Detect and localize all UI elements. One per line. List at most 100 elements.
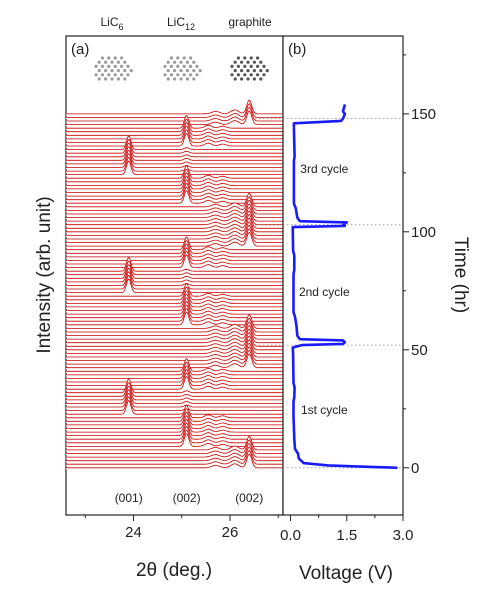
- reflection-labels: (001) (002) (002): [115, 491, 264, 505]
- atom-dot: [126, 64, 130, 68]
- phase-subscript: 12: [185, 22, 195, 32]
- xrd-pattern: [66, 404, 283, 419]
- xrd-pattern: [66, 349, 283, 365]
- panel-b-y-axis-title: Time (hr): [450, 237, 471, 313]
- atom-dot: [240, 77, 244, 81]
- xrd-pattern: [66, 110, 283, 125]
- atom-dot: [182, 73, 186, 77]
- xrd-pattern: [66, 231, 283, 247]
- atom-dot: [116, 69, 120, 73]
- atom-dot: [185, 69, 189, 73]
- xrd-pattern: [66, 407, 283, 422]
- atom-dot: [173, 60, 177, 64]
- xrd-pattern: [66, 321, 283, 336]
- xrd-pattern: [66, 121, 283, 136]
- xrd-pattern: [66, 339, 283, 354]
- xrd-pattern: [66, 346, 283, 361]
- atom-dot: [249, 56, 253, 60]
- reflection-label: (002): [173, 491, 201, 505]
- xrd-pattern: [66, 297, 283, 311]
- xrd-pattern: [66, 114, 283, 129]
- atom-dot: [259, 77, 263, 81]
- x-tick-label: 3.0: [393, 527, 414, 544]
- xrd-pattern: [66, 156, 283, 172]
- cycle-label: 2nd cycle: [299, 285, 350, 299]
- xrd-pattern: [66, 256, 283, 272]
- atom-dot: [169, 64, 173, 68]
- atom-dot: [192, 60, 196, 64]
- atom-dot: [265, 69, 269, 73]
- xrd-pattern: [66, 142, 283, 158]
- atom-dot: [176, 56, 180, 60]
- atom-dot: [123, 60, 127, 64]
- crystal-structures: [94, 56, 269, 81]
- xrd-pattern: [66, 399, 283, 415]
- xrd-pattern: [66, 264, 283, 279]
- xrd-pattern: [66, 199, 283, 215]
- panel-b-label: (b): [288, 41, 306, 58]
- xrd-pattern: [66, 192, 283, 208]
- xrd-pattern: [66, 357, 283, 372]
- xrd-pattern: [66, 365, 283, 379]
- atom-dot: [262, 73, 266, 77]
- atom-dot: [169, 56, 173, 60]
- atom-dot: [113, 56, 117, 60]
- cycle-label: 1st cycle: [301, 403, 348, 417]
- xrd-pattern: [66, 385, 283, 401]
- xrd-pattern: [66, 260, 283, 276]
- xrd-pattern: [66, 381, 283, 397]
- atom-dot: [195, 73, 199, 77]
- xrd-pattern: [66, 449, 283, 465]
- panel-a-y-axis-title: Intensity (arb. unit): [34, 196, 55, 353]
- atom-dot: [100, 73, 104, 77]
- atom-dot: [94, 73, 98, 77]
- xrd-pattern: [66, 271, 283, 286]
- xrd-pattern: [66, 153, 283, 168]
- graphite-structure: [230, 56, 269, 81]
- xrd-pattern: [66, 164, 283, 179]
- xrd-pattern: [66, 342, 283, 358]
- atom-dot: [256, 64, 260, 68]
- atom-dot: [113, 73, 117, 77]
- atom-dot: [246, 69, 250, 73]
- atom-dot: [104, 77, 108, 81]
- atom-dot: [240, 60, 244, 64]
- xrd-pattern: [66, 103, 283, 118]
- xrd-pattern: [66, 415, 283, 429]
- xrd-pattern: [66, 278, 283, 293]
- xrd-pattern: [66, 439, 283, 454]
- atom-dot: [192, 69, 196, 73]
- atom-dot: [163, 73, 167, 77]
- xrd-pattern: [66, 217, 283, 233]
- xrd-pattern: [66, 247, 283, 261]
- panel-b-reference-lines: [255, 118, 403, 469]
- atom-dot: [240, 69, 244, 73]
- xrd-pattern: [66, 206, 283, 222]
- x-tick-label: 26: [222, 524, 239, 541]
- xrd-pattern: [66, 300, 283, 315]
- xrd-pattern: [66, 135, 283, 150]
- atom-dot: [97, 69, 101, 73]
- atom-dot: [246, 77, 250, 81]
- xrd-pattern: [66, 418, 283, 433]
- xrd-pattern: [66, 314, 283, 329]
- atom-dot: [259, 60, 263, 64]
- xrd-pattern: [66, 179, 283, 193]
- atom-dot: [236, 64, 240, 68]
- xrd-pattern: [66, 138, 283, 154]
- xrd-pattern: [66, 328, 283, 344]
- atom-dot: [120, 73, 124, 77]
- xrd-pattern: [66, 375, 283, 390]
- xrd-pattern: [66, 182, 283, 197]
- atom-dot: [107, 73, 111, 77]
- xrd-pattern: [66, 160, 283, 175]
- atom-dot: [116, 60, 120, 64]
- atom-dot: [163, 64, 167, 68]
- atom-dot: [249, 73, 253, 77]
- xrd-pattern: [66, 224, 283, 240]
- atom-dot: [104, 69, 108, 73]
- atom-dot: [233, 69, 237, 73]
- atom-dot: [189, 64, 193, 68]
- xrd-pattern: [66, 411, 283, 426]
- xrd-pattern: [66, 99, 283, 115]
